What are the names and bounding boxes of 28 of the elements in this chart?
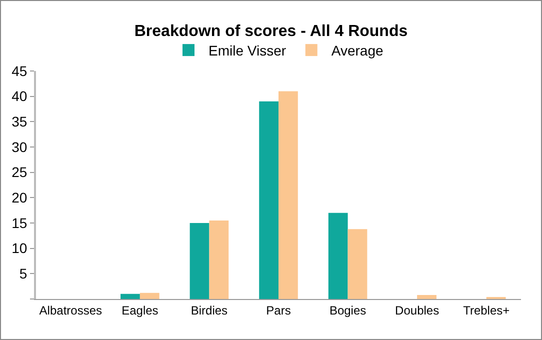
y-tick-label: 15 <box>12 214 28 231</box>
legend-label: Emile Visser <box>208 42 286 58</box>
bar <box>348 229 368 299</box>
bar <box>190 223 210 299</box>
bar <box>328 212 348 299</box>
y-tick-label: 20 <box>12 190 28 206</box>
x-tick-label: Bogies <box>329 303 366 318</box>
chart-title: Breakdown of scores - All 4 Rounds <box>134 22 408 40</box>
bar <box>209 220 229 299</box>
x-tick-label: Pars <box>266 303 291 318</box>
x-tick-label: Eagles <box>122 303 158 318</box>
bar <box>417 294 436 299</box>
bar <box>120 294 140 299</box>
bar <box>140 292 160 299</box>
y-tick-label: 30 <box>12 138 28 155</box>
x-tick-label: Doubles <box>395 303 440 318</box>
y-tick-label: 25 <box>12 164 28 180</box>
x-tick-label: Albatrosses <box>39 303 102 318</box>
x-tick-label: Trebles+ <box>463 303 510 318</box>
y-tick-label: 10 <box>12 240 28 256</box>
y-tick-label: 45 <box>12 62 28 79</box>
bar <box>278 91 298 299</box>
y-tick-label: 5 <box>19 266 28 282</box>
x-tick-label: Birdies <box>190 303 228 318</box>
y-tick-label: 35 <box>12 114 28 130</box>
bar <box>259 101 278 299</box>
legend-label: Average <box>331 42 384 58</box>
y-tick-label: 40 <box>12 88 28 104</box>
